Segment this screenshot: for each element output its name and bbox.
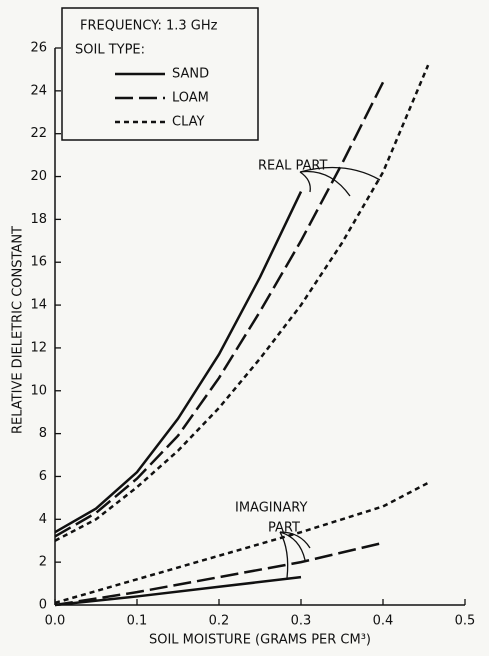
y-tick-label: 2	[39, 555, 47, 570]
y-tick-label: 20	[30, 169, 47, 184]
legend-title: FREQUENCY: 1.3 GHz	[80, 19, 218, 34]
x-tick-label: 0.4	[373, 614, 394, 629]
x-tick-label: 0.1	[127, 614, 148, 629]
y-tick-label: 16	[30, 255, 47, 270]
legend-label: CLAY	[172, 115, 205, 130]
x-axis-label: SOIL MOISTURE (GRAMS PER CM³)	[149, 633, 371, 648]
legend-label: SAND	[172, 67, 209, 82]
y-tick-label: 6	[39, 469, 47, 484]
y-tick-label: 10	[30, 383, 47, 398]
annotation: PART	[268, 521, 300, 536]
y-axis-label: RELATIVE DIELETRIC CONSTANT	[11, 226, 26, 434]
x-tick-label: 0.5	[455, 614, 476, 629]
y-tick-label: 18	[30, 212, 47, 227]
y-tick-label: 0	[39, 598, 47, 613]
annotation-arrow	[279, 531, 311, 579]
y-tick-label: 4	[39, 512, 47, 527]
legend-subtitle: SOIL TYPE:	[75, 43, 145, 58]
x-tick-label: 0.0	[45, 614, 66, 629]
y-tick-label: 14	[30, 298, 47, 313]
x-tick-label: 0.2	[209, 614, 230, 629]
annotation-arrow	[299, 166, 381, 197]
y-tick-label: 8	[39, 426, 47, 441]
legend-box	[61, 7, 259, 141]
series-line	[54, 190, 303, 534]
y-tick-label: 24	[30, 83, 47, 98]
series-line	[54, 64, 430, 542]
y-tick-label: 22	[30, 126, 47, 141]
y-tick-label: 12	[30, 340, 47, 355]
x-tick-label: 0.3	[291, 614, 312, 629]
series-line	[54, 81, 385, 538]
y-tick-label: 26	[30, 41, 47, 56]
annotation: REAL PART	[258, 159, 328, 174]
annotation: IMAGINARY	[235, 501, 307, 516]
legend-label: LOAM	[172, 91, 209, 106]
series-line	[54, 575, 302, 607]
series-line	[54, 541, 384, 607]
